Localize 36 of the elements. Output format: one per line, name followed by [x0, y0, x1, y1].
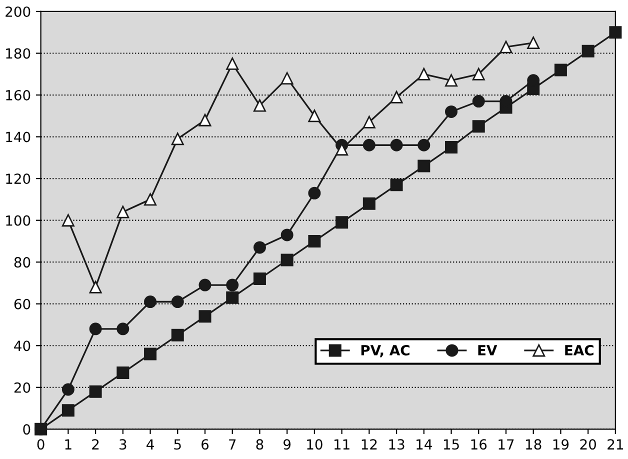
y-tick-label: 40	[14, 340, 30, 352]
y-tick-label: 200	[6, 6, 30, 17]
x-tick-label: 6	[202, 439, 209, 450]
x-tick-label: 10	[307, 439, 322, 450]
y-tick-label: 160	[6, 90, 30, 100]
x-tick-label: 9	[284, 439, 291, 450]
y-tick-label: 120	[6, 174, 30, 184]
x-tick-label: 12	[362, 439, 377, 450]
x-tick-label: 16	[471, 439, 487, 450]
y-tick-label: 60	[14, 298, 30, 310]
x-tick-label: 2	[92, 439, 99, 450]
x-tick-label: 17	[498, 439, 514, 450]
y-tick-label: 80	[14, 257, 30, 268]
x-tick-label: 7	[229, 439, 236, 450]
x-tick-label: 21	[608, 439, 623, 450]
y-tick-label: 0	[23, 424, 30, 435]
y-tick-label: 100	[6, 215, 30, 226]
legend-label: EAC	[565, 344, 594, 356]
legend-label: PV, AC	[361, 344, 410, 358]
y-tick-label: 140	[6, 132, 30, 142]
x-tick-label: 19	[553, 439, 569, 450]
legend-label: EV	[478, 345, 498, 356]
x-tick-label: 15	[444, 439, 459, 450]
x-tick-label: 4	[146, 439, 154, 450]
x-tick-label: 8	[256, 439, 264, 450]
x-tick-label: 20	[580, 439, 596, 450]
x-tick-label: 1	[65, 439, 72, 450]
x-tick-label: 0	[37, 439, 44, 450]
y-tick-label: 20	[14, 382, 30, 393]
x-tick-label: 14	[416, 439, 432, 450]
x-tick-label: 5	[174, 439, 181, 450]
x-tick-label: 18	[526, 439, 542, 450]
y-tick-label: 180	[6, 48, 30, 59]
x-tick-label: 3	[120, 439, 126, 450]
x-tick-label: 13	[389, 439, 404, 450]
x-tick-label: 11	[334, 439, 350, 450]
